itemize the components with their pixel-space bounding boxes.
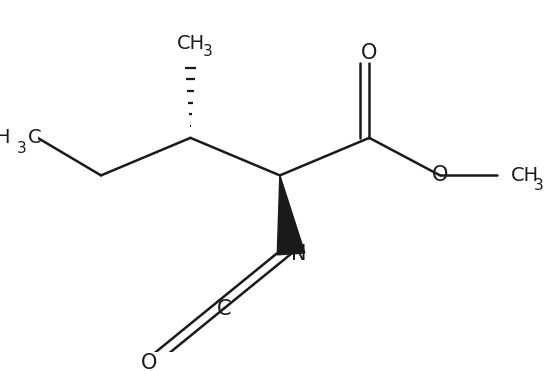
Text: O: O [141,353,157,371]
Text: O: O [361,43,377,63]
Polygon shape [277,175,305,255]
Text: CH: CH [177,33,205,53]
Text: C: C [217,299,231,319]
Text: N: N [291,244,306,264]
Text: H: H [0,128,10,147]
Text: C: C [28,128,42,147]
Text: 3: 3 [16,141,26,156]
Text: CH: CH [511,166,539,185]
Text: 3: 3 [204,44,213,59]
Text: 3: 3 [534,178,543,193]
Text: O: O [432,165,448,186]
